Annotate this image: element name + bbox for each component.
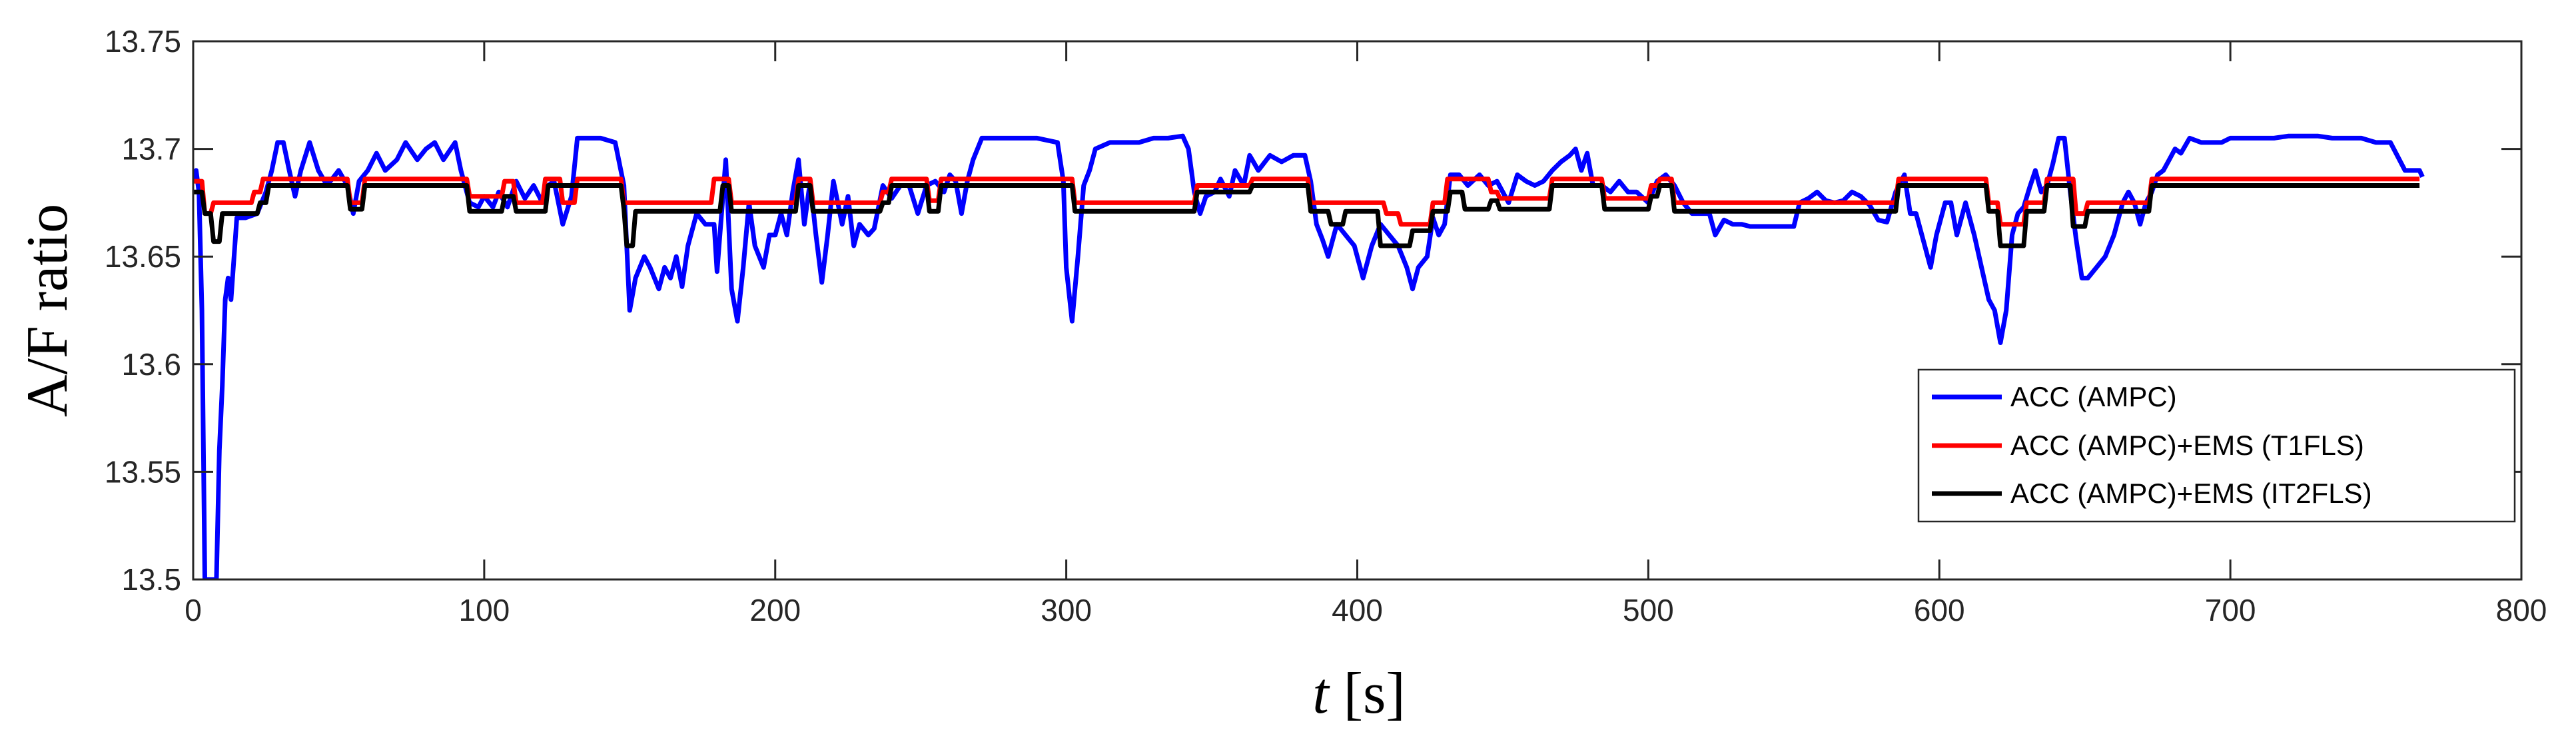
y-tick-label: 13.75 xyxy=(105,24,181,59)
x-tick-label: 500 xyxy=(1623,593,1674,627)
legend: ACC (AMPC) ACC (AMPC)+EMS (T1FLS) ACC (A… xyxy=(1917,368,2516,523)
legend-box xyxy=(1917,368,2516,523)
series-acc-ampc-ems-it2fls-line xyxy=(193,183,2420,248)
legend-label-0: ACC (AMPC) xyxy=(2010,381,2177,412)
x-axis-label-unit: [s] xyxy=(1344,661,1406,726)
x-tick-label: 0 xyxy=(185,593,202,627)
x-axis-label: t [s] xyxy=(1312,661,1405,726)
x-axis-label-variable: t xyxy=(1312,661,1330,726)
y-axis-label: A/F ratio xyxy=(15,204,80,417)
ticks-layer: 0 100 200 300 400 500 600 700 800 13.5 13.55 13.6 13… xyxy=(105,24,2547,627)
x-tick-label: 100 xyxy=(459,593,510,627)
x-tick-label: 600 xyxy=(1914,593,1965,627)
series-acc-ampc-line xyxy=(193,133,2425,579)
legend-label-2: ACC (AMPC)+EMS (IT2FLS) xyxy=(2010,478,2372,509)
series-layer xyxy=(193,133,2425,579)
x-tick-label: 200 xyxy=(749,593,801,627)
x-tick-label: 800 xyxy=(2496,593,2547,627)
legend-label-1: ACC (AMPC)+EMS (T1FLS) xyxy=(2010,430,2364,461)
x-tick-label: 400 xyxy=(1332,593,1383,627)
y-tick-label: 13.5 xyxy=(121,562,181,597)
y-tick-label: 13.6 xyxy=(121,347,181,382)
x-tick-label: 700 xyxy=(2205,593,2256,627)
y-tick-label: 13.55 xyxy=(105,454,181,489)
series-acc-ampc-ems-t1fls-line xyxy=(193,177,2420,227)
y-tick-label: 13.7 xyxy=(121,132,181,167)
x-tick-label: 300 xyxy=(1041,593,1092,627)
y-tick-label: 13.65 xyxy=(105,239,181,274)
